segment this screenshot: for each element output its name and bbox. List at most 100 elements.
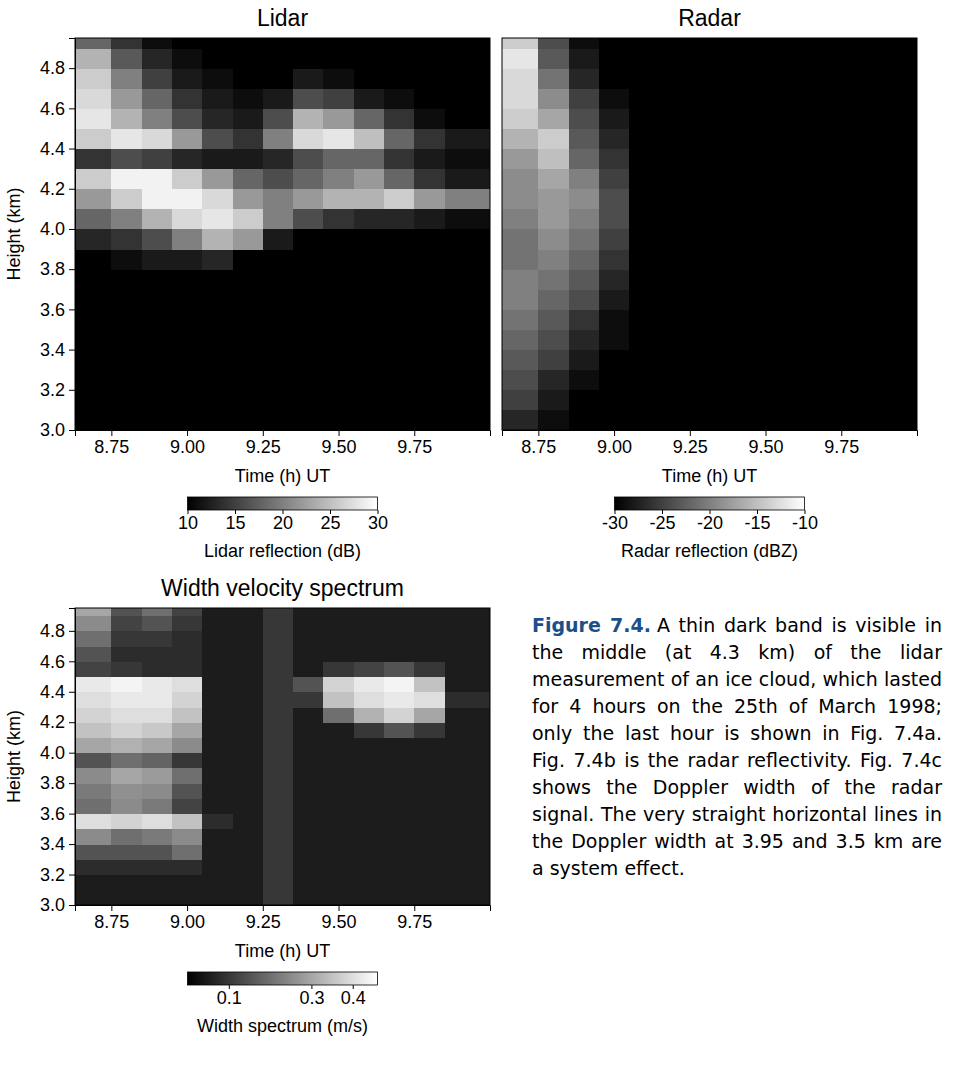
heatmap-cell [569, 229, 600, 250]
heatmap-cell [111, 616, 142, 632]
heatmap-cell [142, 410, 173, 430]
tick: 4.4 [40, 139, 75, 159]
heatmap-cell [569, 329, 600, 350]
heatmap-cell [142, 616, 173, 632]
heatmap-cell [75, 829, 112, 845]
heatmap-cell [354, 390, 385, 411]
heatmap-cell [660, 128, 691, 149]
heatmap-cell [354, 309, 385, 330]
heatmap-cell [263, 875, 294, 891]
tick-label: 0.1 [217, 988, 242, 1008]
heatmap-cell [384, 269, 415, 290]
heatmap-cell [75, 189, 112, 210]
heatmap-cell [354, 677, 385, 693]
heatmap-cell [384, 370, 415, 391]
heatmap-cell [750, 209, 781, 230]
heatmap-cell [323, 410, 354, 430]
heatmap-cell [202, 108, 233, 129]
heatmap-cell [172, 737, 203, 753]
heatmap-cell [414, 269, 445, 290]
heatmap-cell [384, 350, 415, 371]
heatmap-cell [172, 890, 203, 905]
heatmap-cell [502, 410, 539, 430]
heatmap-cell [323, 269, 354, 290]
heatmap-cell [263, 128, 294, 149]
heatmap-cell [569, 269, 600, 290]
heatmap-cell [445, 289, 490, 310]
heatmap-cell [414, 616, 445, 632]
heatmap-cell [720, 68, 751, 89]
heatmap-cell [111, 209, 142, 230]
heatmap-cell [502, 128, 539, 149]
heatmap-cell [781, 189, 812, 210]
heatmap-cell [293, 707, 324, 723]
heatmap-cell [599, 410, 630, 430]
heatmap-cell [293, 189, 324, 210]
heatmap-cell [414, 329, 445, 350]
heatmap-cell [75, 661, 112, 677]
tick-label: 25 [320, 513, 340, 533]
heatmap-cell [75, 68, 112, 89]
heatmap-cell [872, 309, 917, 330]
heatmap-cell [445, 269, 490, 290]
heatmap-cell [720, 189, 751, 210]
tick: 25 [320, 510, 340, 533]
heatmap-cell [660, 289, 691, 310]
heatmap-cell [142, 753, 173, 769]
heatmap-cell [750, 410, 781, 430]
heatmap-cell [142, 149, 173, 170]
heatmap-cell [202, 890, 233, 905]
heatmap-cell [384, 68, 415, 89]
heatmap-cell [172, 829, 203, 845]
heatmap-cell [75, 737, 112, 753]
heatmap-cell [445, 169, 490, 190]
heatmap-cell [142, 329, 173, 350]
heatmap-cell [75, 108, 112, 129]
heatmap-cell [502, 88, 539, 109]
axis: 3.03.23.43.63.84.04.24.44.64.8 [40, 609, 76, 916]
tick-label: 9.25 [246, 437, 281, 457]
tick-label: 9.50 [749, 437, 784, 457]
heatmap-cell [538, 390, 569, 411]
colorbar [188, 972, 378, 985]
heatmap-cell [293, 737, 324, 753]
heatmap-cell [172, 68, 203, 89]
heatmap-cell [142, 38, 173, 49]
heatmap-cell [599, 68, 630, 89]
heatmap-cell [445, 88, 490, 109]
heatmap-cell [569, 370, 600, 391]
heatmap-cell [720, 169, 751, 190]
heatmap-cell [414, 48, 445, 69]
heatmap-cell [781, 410, 812, 430]
heatmap-cell [414, 608, 445, 616]
heatmap-cell [233, 875, 264, 891]
heatmap-cell [233, 289, 264, 310]
heatmap-cell [354, 189, 385, 210]
heatmap-cell [354, 844, 385, 860]
heatmap-cell [781, 48, 812, 69]
tick: 30 [368, 510, 388, 533]
heatmap-cell [233, 309, 264, 330]
heatmap-cell [233, 844, 264, 860]
heatmap-cell [202, 269, 233, 290]
tick-mark [263, 905, 264, 911]
heatmap-cell [569, 390, 600, 411]
heatmap-cell [502, 229, 539, 250]
heatmap-cell [599, 88, 630, 109]
heatmap-cell [811, 309, 842, 330]
heatmap-cell [414, 859, 445, 875]
axis-line [69, 39, 76, 431]
heatmap-cell [660, 48, 691, 69]
heatmap-cell [111, 390, 142, 411]
heatmap-cell [569, 350, 600, 371]
heatmap-cell [202, 169, 233, 190]
heatmap-cell [323, 38, 354, 49]
heatmap-cell [233, 783, 264, 799]
heatmap-cell [354, 350, 385, 371]
tick-label: 8.75 [94, 437, 129, 457]
tick-mark [69, 149, 75, 150]
heatmap-cell [142, 88, 173, 109]
heatmap-cell [750, 38, 781, 49]
heatmap-cell [323, 890, 354, 905]
heatmap-cell [720, 249, 751, 270]
